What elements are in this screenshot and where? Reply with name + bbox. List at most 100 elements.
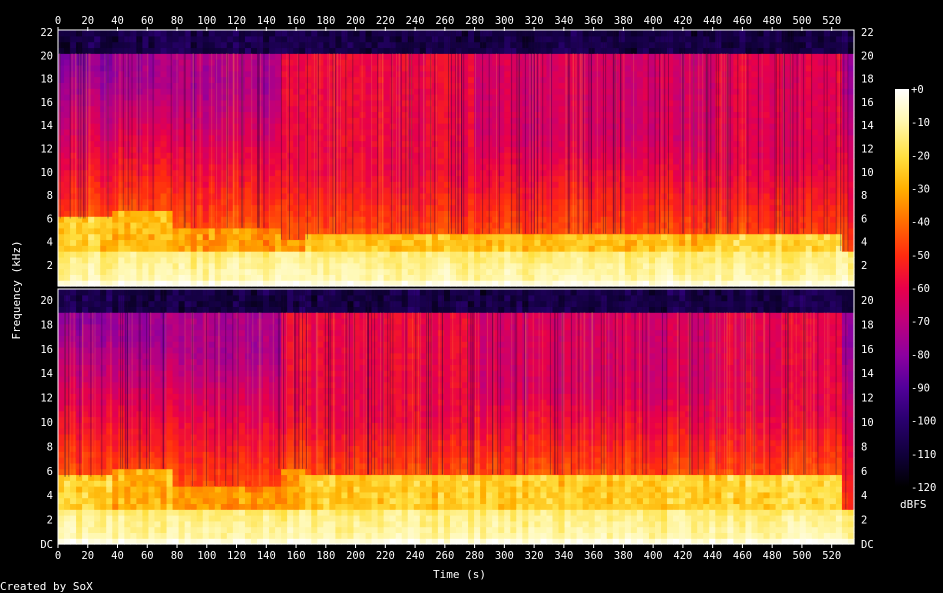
spectrogram-cell [486, 76, 493, 83]
spectrogram-cell [226, 47, 234, 54]
spectrogram-cell [630, 117, 638, 124]
spectrogram-cell [673, 175, 680, 182]
spectrogram-cell [407, 239, 415, 246]
spectrogram-cell [576, 128, 584, 136]
spectrogram-cell [522, 59, 529, 66]
spectrogram-cell [395, 251, 403, 258]
spectrogram-cell [576, 158, 584, 165]
spectrogram-cell [190, 280, 198, 287]
spectrogram-cell [419, 128, 427, 136]
spectrogram-cell [636, 128, 644, 136]
spectrogram-cell [588, 187, 596, 194]
spectrogram-cell [389, 251, 397, 258]
spectrogram-cell [287, 94, 294, 101]
spectrogram-cell [552, 187, 560, 194]
spectrogram-cell [715, 256, 722, 264]
spectrogram-cell [275, 59, 282, 66]
spectrogram-cell [727, 105, 734, 113]
spectrogram-cell [576, 59, 584, 66]
spectrogram-cell [281, 251, 288, 258]
spectrogram-cell [106, 187, 113, 194]
spectrogram-cell [323, 105, 330, 113]
spectrogram-cell [148, 256, 156, 264]
spectrogram-cell [154, 99, 162, 107]
spectrogram-cell [250, 187, 258, 194]
spectrogram-cell [220, 123, 228, 130]
spectrogram-cell [287, 192, 294, 200]
spectrogram-cell [305, 210, 312, 217]
spectrogram-cell [510, 268, 517, 275]
spectrogram-cell [679, 134, 686, 142]
spectrogram-cell [82, 140, 89, 147]
spectrogram-cell [214, 175, 222, 182]
spectrogram-cell [739, 198, 747, 206]
spectrogram-cell [600, 216, 608, 223]
spectrogram-cell [365, 233, 373, 241]
spectrogram-cell [166, 94, 174, 101]
spectrogram-cell [311, 222, 318, 229]
spectrogram-cell [679, 128, 686, 136]
spectrogram-cell [552, 233, 560, 241]
spectrogram-cell [190, 158, 198, 165]
spectrogram-cell [341, 105, 349, 113]
spectrogram-cell [94, 251, 101, 258]
spectrogram-cell [208, 82, 216, 89]
spectrogram-cell [257, 128, 264, 136]
spectrogram-cell [733, 175, 741, 182]
spectrogram-cell [232, 53, 240, 60]
spectrogram-cell [413, 274, 421, 281]
spectrogram-cell [347, 175, 355, 182]
spectrogram-cell [449, 262, 457, 270]
spectrogram-cell [558, 169, 566, 177]
spectrogram-cell [648, 227, 656, 235]
spectrogram-cell [636, 256, 644, 264]
spectrogram-cell [329, 64, 336, 72]
spectrogram-cell [462, 169, 469, 177]
spectrogram-cell [202, 82, 210, 89]
spectrogram-cell [244, 35, 252, 43]
spectrogram-cell [226, 134, 234, 142]
spectrogram-cell [486, 117, 493, 124]
spectrogram-cell [257, 280, 264, 287]
spectrogram-cell [709, 187, 716, 194]
spectrogram-cell [419, 216, 427, 223]
spectrogram-cell [377, 204, 385, 211]
spectrogram-cell [443, 268, 451, 275]
spectrogram-cell [323, 222, 330, 229]
spectrogram-cell [510, 251, 517, 258]
spectrogram-cell [178, 192, 186, 200]
spectrogram-cell [347, 111, 355, 118]
spectrogram-cell [588, 47, 596, 54]
spectrogram-cell [558, 222, 566, 229]
spectrogram-cell [160, 181, 168, 188]
spectrogram-cell [540, 82, 548, 89]
spectrogram-cell [449, 163, 457, 171]
spectrogram-cell [709, 222, 716, 229]
spectrogram-cell [287, 210, 294, 217]
spectrogram-cell [208, 152, 216, 159]
spectrogram-cell [636, 245, 644, 252]
spectrogram-cell [413, 59, 421, 66]
spectrogram-cell [661, 262, 668, 270]
spectrogram-cell [425, 30, 433, 37]
spectrogram-cell [94, 47, 101, 54]
spectrogram-cell [474, 198, 481, 206]
spectrogram-cell [655, 222, 662, 229]
spectrogram-cell [642, 163, 650, 171]
spectrogram-cell [413, 181, 421, 188]
spectrogram-cell [130, 256, 137, 264]
spectrogram-cell [522, 105, 529, 113]
spectrogram-cell [739, 146, 747, 153]
spectrogram-cell [184, 99, 192, 107]
spectrogram-cell [492, 146, 499, 153]
spectrogram-cell [208, 59, 216, 66]
spectrogram-cell [679, 175, 686, 182]
spectrogram-cell [697, 35, 704, 43]
spectrogram-cell [172, 47, 180, 54]
spectrogram-cell [673, 251, 680, 258]
spectrogram-cell [124, 146, 131, 153]
spectrogram-cell [58, 239, 65, 246]
spectrogram-cell [558, 245, 566, 252]
spectrogram-cell [594, 233, 602, 241]
spectrogram-cell [88, 245, 95, 252]
